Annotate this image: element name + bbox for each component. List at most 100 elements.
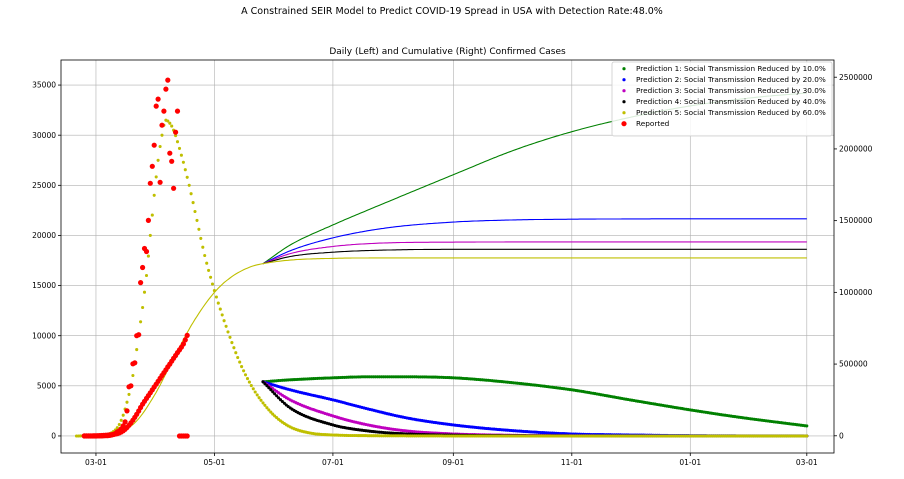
reported-daily-point: [165, 77, 171, 83]
daily-dots-series-1: [261, 375, 809, 428]
axes-frame: [60, 59, 835, 454]
legend-label: Prediction 5: Social Transmission Reduce…: [636, 108, 826, 117]
y-right-tick-label: 2000000: [839, 145, 873, 154]
daily-point: [160, 133, 164, 137]
y-left-tick-label: 35000: [32, 81, 56, 90]
daily-point: [193, 209, 197, 214]
legend: Prediction 1: Social Transmission Reduce…: [611, 61, 833, 137]
reported-cumulative-point: [180, 341, 186, 347]
daily-point: [185, 175, 189, 179]
daily-point: [209, 275, 213, 279]
daily-point: [205, 261, 209, 265]
daily-point: [199, 236, 203, 240]
legend-label: Prediction 1: Social Transmission Reduce…: [636, 64, 826, 73]
daily-point: [201, 245, 205, 249]
daily-point: [267, 386, 271, 390]
daily-point: [150, 213, 154, 217]
legend-marker: [622, 78, 626, 82]
daily-point: [238, 360, 242, 364]
daily-point: [183, 168, 187, 172]
legend-label: Reported: [636, 119, 669, 128]
daily-point: [805, 424, 809, 428]
reported-daily-point: [167, 150, 173, 156]
daily-point: [236, 355, 240, 360]
legend-label: Prediction 4: Social Transmission Reduce…: [636, 97, 826, 106]
daily-point: [232, 346, 236, 350]
reported-daily-point: [147, 180, 153, 186]
y-right-tick-label: 1500000: [839, 216, 873, 225]
cumulative-line-series-5: [95, 257, 807, 436]
daily-dots-series-5: [74, 118, 809, 438]
daily-point: [191, 201, 195, 205]
legend-label: Prediction 2: Social Transmission Reduce…: [636, 75, 826, 84]
x-tick-label: 07-01: [322, 458, 344, 467]
daily-point: [175, 140, 180, 144]
daily-point: [269, 410, 273, 414]
daily-point: [214, 295, 218, 299]
daily-point: [144, 273, 149, 278]
reported-daily-point: [136, 332, 142, 338]
daily-point: [207, 268, 211, 272]
daily-point: [181, 160, 185, 164]
reported-daily-point: [143, 248, 150, 255]
legend-box: [611, 61, 833, 137]
daily-point: [170, 124, 174, 128]
y-left-tick-label: 25000: [32, 181, 56, 190]
reported-daily-point: [163, 86, 169, 92]
y-right-tick-label: 2500000: [839, 73, 873, 82]
daily-point: [226, 330, 230, 334]
y-left-tick-label: 30000: [32, 131, 56, 140]
y-right-tick-label: 1000000: [839, 288, 873, 297]
daily-point: [243, 373, 248, 377]
reported-daily-point: [171, 185, 177, 191]
reported-cumulative-point: [184, 332, 190, 338]
daily-dots-series-3: [261, 380, 809, 438]
daily-point: [212, 289, 216, 293]
reported-daily-point: [122, 419, 128, 425]
reported-daily-point: [151, 142, 157, 148]
daily-dots-series-4: [261, 380, 809, 438]
reported-daily-point: [159, 122, 165, 128]
reported-daily-dots: [81, 77, 190, 439]
daily-point: [218, 307, 222, 311]
daily-point: [203, 253, 207, 258]
daily-point: [263, 403, 267, 407]
y-left-tick-label: 15000: [32, 281, 56, 290]
daily-point: [154, 175, 158, 179]
daily-point: [228, 335, 232, 339]
daily-point: [179, 153, 183, 157]
reported-daily-point: [128, 383, 134, 389]
tick-layer: 03-01 05-01 07-01 09-01 11-01 01-01 03-01 0 5000…: [32, 73, 872, 467]
x-tick-label: 05-01: [204, 458, 226, 467]
x-tick-label: 01-01: [679, 458, 701, 467]
daily-point: [259, 398, 263, 402]
legend-marker: [622, 67, 626, 71]
reported-daily-point: [138, 280, 144, 286]
daily-point: [230, 341, 234, 345]
daily-point: [197, 227, 201, 231]
reported-daily-point: [155, 96, 161, 102]
data-layer: [74, 77, 809, 439]
daily-point: [216, 301, 220, 305]
legend-label: Prediction 3: Social Transmission Reduce…: [636, 86, 826, 95]
daily-point: [234, 351, 238, 355]
daily-point: [115, 426, 119, 430]
daily-point: [117, 422, 121, 427]
daily-point: [152, 193, 156, 197]
daily-point: [261, 401, 265, 405]
daily-point: [273, 392, 277, 396]
y-left-tick-label: 10000: [32, 331, 56, 340]
daily-point: [222, 319, 226, 323]
daily-point: [265, 406, 269, 410]
daily-point: [224, 324, 228, 328]
daily-point: [195, 218, 199, 222]
legend-marker: [622, 89, 626, 93]
daily-point: [125, 400, 129, 404]
daily-point: [265, 384, 269, 388]
daily-point: [156, 158, 160, 162]
reported-daily-point: [161, 108, 167, 114]
y-left-tick-label: 5000: [37, 381, 56, 390]
daily-point: [280, 399, 284, 404]
daily-point: [275, 394, 279, 398]
